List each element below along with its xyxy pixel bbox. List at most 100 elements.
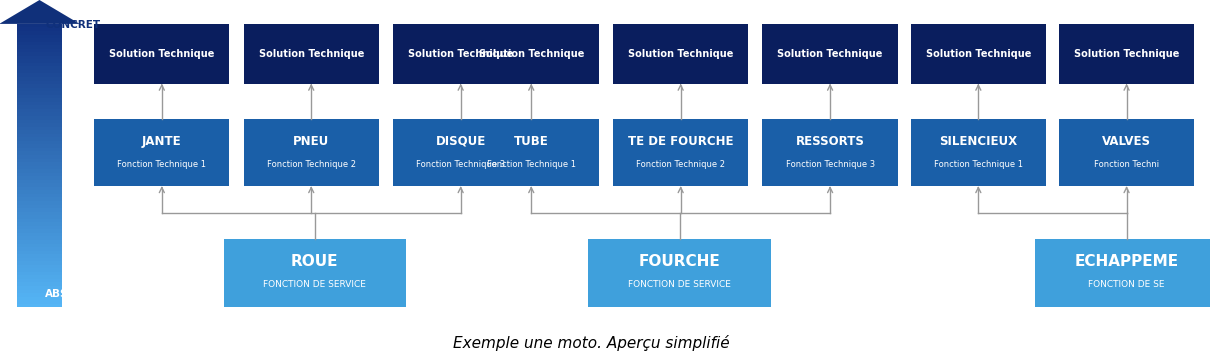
Bar [17,123,62,127]
Bar [17,279,62,283]
Text: Fonction Technique 1: Fonction Technique 1 [486,159,576,169]
Bar [17,304,62,307]
Bar [17,31,62,34]
Polygon shape [0,0,80,24]
Bar [17,201,62,205]
Text: VALVES: VALVES [1102,135,1151,148]
Bar [17,219,62,222]
Text: Fonction Technique 1: Fonction Technique 1 [934,159,1022,169]
Bar [17,162,62,165]
Bar [17,290,62,293]
Bar [17,38,62,42]
Bar [17,297,62,300]
Bar [762,119,898,186]
Bar [17,52,62,56]
Bar [17,105,62,109]
Bar [613,24,748,84]
Text: CONCRET: CONCRET [45,20,100,31]
Bar [17,74,62,77]
Bar [17,275,62,279]
Bar [17,98,62,102]
Bar [17,88,62,91]
Bar [17,261,62,265]
Bar [17,84,62,88]
Bar [17,254,62,258]
Text: Solution Technique: Solution Technique [109,49,214,59]
Text: FONCTION DE SERVICE: FONCTION DE SERVICE [628,280,731,289]
Bar [17,176,62,180]
Bar [17,112,62,116]
Bar [1059,24,1194,84]
Text: FOURCHE: FOURCHE [639,254,720,269]
Bar [17,109,62,112]
Bar [17,24,62,27]
Bar [17,208,62,212]
Bar [17,151,62,155]
Text: JANTE: JANTE [142,135,182,148]
Text: Solution Technique: Solution Technique [479,49,584,59]
Bar [94,24,230,84]
Bar [17,265,62,268]
Text: Solution Technique: Solution Technique [408,49,513,59]
Bar [17,116,62,120]
Bar [17,283,62,286]
Text: Fonction Technique 3: Fonction Technique 3 [785,159,875,169]
Bar [17,59,62,63]
Bar [393,24,529,84]
Bar [17,268,62,272]
Bar [17,127,62,130]
Text: ABSTRAIT: ABSTRAIT [45,289,103,298]
Text: Solution Technique: Solution Technique [777,49,883,59]
Bar [17,120,62,123]
Bar [463,119,599,186]
Bar [17,183,62,187]
Bar [17,45,62,49]
Bar [17,134,62,137]
Bar [17,49,62,52]
Bar [17,158,62,162]
Bar [17,144,62,148]
Text: FONCTION DE SERVICE: FONCTION DE SERVICE [264,280,367,289]
Bar [17,81,62,84]
Bar [17,169,62,173]
Bar [17,205,62,208]
Bar [463,24,599,84]
Bar [243,119,379,186]
Bar [17,180,62,183]
Text: Fonction Technique 1: Fonction Technique 1 [117,159,207,169]
Bar [17,247,62,251]
Text: SILENCIEUX: SILENCIEUX [939,135,1018,148]
Bar [17,190,62,194]
Bar [17,165,62,169]
Bar [17,194,62,197]
Bar [17,233,62,237]
Bar [17,91,62,95]
Bar [1059,119,1194,186]
Bar [17,215,62,219]
Text: PNEU: PNEU [293,135,329,148]
Text: ECHAPPEME: ECHAPPEME [1074,254,1179,269]
Bar [17,102,62,105]
Bar [17,230,62,233]
Bar [17,56,62,59]
Text: Solution Technique: Solution Technique [259,49,364,59]
Bar [17,173,62,176]
Bar [17,141,62,144]
Bar [911,119,1045,186]
Bar [17,293,62,297]
Text: TUBE: TUBE [514,135,548,148]
Text: FONCTION DE SE: FONCTION DE SE [1088,280,1165,289]
Text: Fonction Techni: Fonction Techni [1094,159,1159,169]
Text: Fonction Technique 2: Fonction Technique 2 [266,159,356,169]
Text: Solution Technique: Solution Technique [1074,49,1180,59]
Bar [17,137,62,141]
Bar [17,244,62,247]
Bar [17,34,62,38]
Text: Solution Technique: Solution Technique [628,49,733,59]
Bar [588,239,771,307]
Bar [17,77,62,81]
Bar [17,187,62,190]
Text: Solution Technique: Solution Technique [926,49,1031,59]
Text: Fonction Technique 2: Fonction Technique 2 [636,159,725,169]
Bar [243,24,379,84]
